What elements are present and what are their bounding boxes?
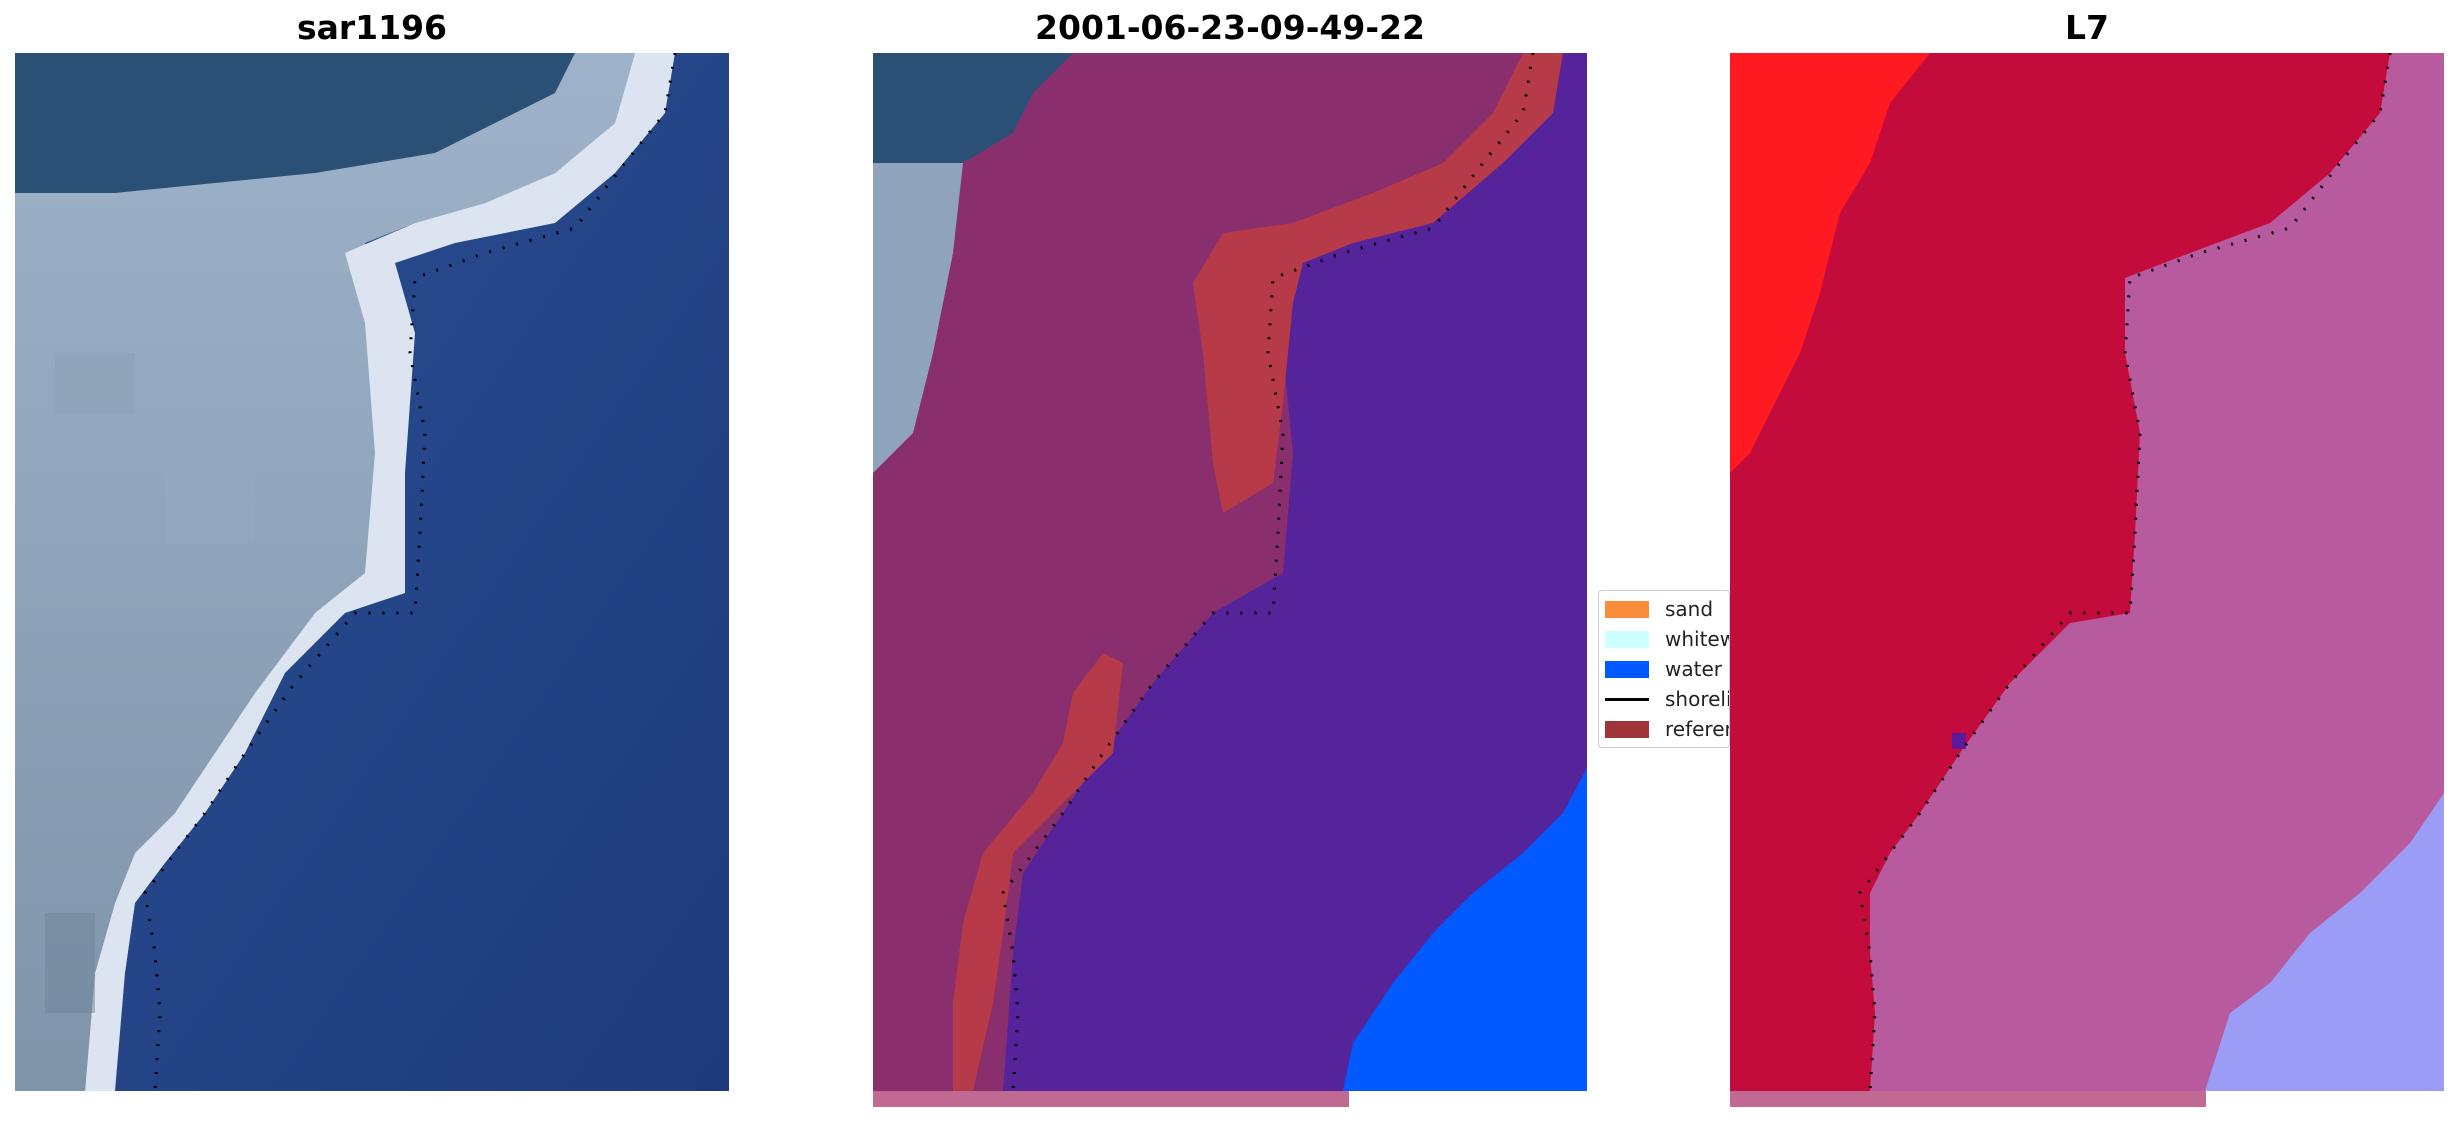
legend-item-sand: sand — [1605, 597, 1713, 621]
classification-image — [873, 53, 1587, 1107]
satellite-rgb-image — [15, 53, 729, 1091]
legend-item-reference: reference — [1605, 717, 1729, 741]
legend-swatch-water — [1605, 660, 1649, 678]
reference-band-upper — [1193, 53, 1563, 513]
water-class-region — [1343, 768, 1587, 1091]
bottom-strip-right — [1730, 1091, 2206, 1107]
legend-line-shoreline — [1605, 697, 1649, 701]
legend-label-water: water — [1665, 657, 1722, 681]
panel-middle-image — [873, 53, 1587, 1107]
legend-swatch-reference — [1605, 720, 1649, 738]
legend-label-sand: sand — [1665, 597, 1714, 621]
bright-red-region — [1730, 53, 1930, 473]
legend-label-shoreline: shoreline — [1665, 687, 1729, 711]
panel-left-image — [15, 53, 729, 1091]
panel-title-left: sar1196 — [296, 8, 448, 47]
panel-right-image — [1730, 53, 2444, 1107]
shoreline-dotted-middle — [1001, 53, 1535, 1092]
legend-item-shoreline: shoreline — [1605, 687, 1729, 711]
shoreline-dotted-right — [1858, 53, 2392, 1092]
l7-image — [1730, 53, 2444, 1107]
legend-swatch-sand — [1605, 600, 1649, 618]
shoreline-dotted-left — [143, 53, 677, 1091]
panel-title-middle: 2001-06-23-09-49-22 — [1035, 8, 1425, 47]
panel-title-right: L7 — [2065, 8, 2109, 47]
reference-band-lower — [953, 653, 1123, 1091]
legend-item-water: water — [1605, 657, 1722, 681]
legend-swatch-whitewater — [1605, 630, 1649, 648]
legend-label-reference: reference — [1665, 717, 1729, 741]
bottom-strip-middle — [873, 1091, 1349, 1107]
lavender-region — [2205, 793, 2444, 1091]
